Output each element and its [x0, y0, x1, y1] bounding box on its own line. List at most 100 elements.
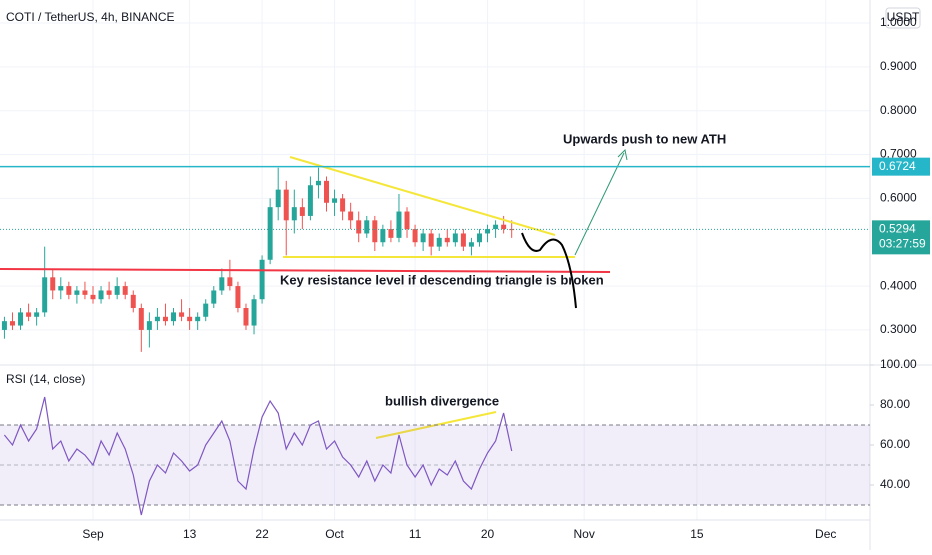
candle-body — [106, 290, 112, 295]
candle-body — [267, 207, 273, 260]
candle-body — [162, 316, 168, 322]
candle-body — [195, 316, 201, 322]
candle-body — [291, 207, 297, 221]
candle-body — [364, 220, 370, 234]
x-tick-label: 11 — [409, 527, 422, 541]
candle-body — [82, 290, 88, 295]
candle-body — [428, 233, 434, 247]
candle-body — [154, 316, 160, 322]
candle-body — [187, 316, 193, 322]
candle-body — [388, 229, 394, 238]
candle-body — [493, 224, 499, 230]
candle-body — [227, 277, 233, 287]
x-tick-label: Oct — [325, 527, 344, 541]
candle-body — [436, 237, 442, 247]
candle-body — [420, 233, 426, 243]
annotation: Upwards push to new ATH — [563, 131, 726, 146]
candle-body — [90, 294, 96, 300]
candle-body — [74, 290, 80, 295]
candle-body — [122, 286, 128, 295]
x-tick-label: 20 — [481, 527, 495, 541]
candle-body — [275, 189, 281, 208]
candle-body — [283, 189, 289, 221]
currency: USDT — [887, 10, 920, 24]
candle-body — [485, 229, 491, 234]
candle-body — [460, 233, 466, 247]
rsi-line — [3, 396, 513, 516]
y-tick-label: 60.00 — [880, 437, 910, 451]
candle-body — [251, 299, 257, 326]
y-tick-label: 0.4000 — [880, 278, 917, 292]
candle-body — [98, 290, 104, 300]
y-tick-label: 0.8000 — [880, 103, 917, 117]
candle-body — [18, 312, 24, 326]
grid — [0, 0, 870, 520]
candle-body — [324, 180, 330, 203]
candle-body — [203, 303, 209, 317]
last-price-box — [872, 220, 930, 255]
candle-body — [356, 220, 362, 234]
candle-body — [171, 312, 177, 322]
y-tick-label: 0.9000 — [880, 59, 917, 73]
candle-body — [130, 294, 136, 309]
projection-arrow — [574, 152, 625, 256]
arrow-head — [617, 148, 628, 161]
candle-body — [412, 229, 418, 243]
candle-body — [259, 259, 265, 300]
candle-body — [332, 198, 338, 203]
last-price: 0.5294 — [879, 222, 916, 236]
annotation: Key resistance level if descending trian… — [280, 272, 604, 287]
candle-body — [452, 233, 458, 243]
y-tick-label: 0.3000 — [880, 322, 917, 336]
candle-body — [299, 207, 305, 216]
candle-body — [9, 321, 15, 326]
x-tick-label: 13 — [183, 527, 197, 541]
annotation: bullish divergence — [385, 393, 499, 408]
candle-body — [501, 224, 507, 230]
candle-body — [66, 286, 72, 295]
candle-body — [26, 312, 32, 317]
triangle-upper — [289, 156, 556, 236]
y-tick-label: 0.7000 — [880, 147, 917, 161]
candle-body — [380, 229, 386, 243]
y-tick-label: 100.00 — [880, 357, 917, 371]
candle-body — [243, 308, 249, 326]
candle-body — [50, 277, 56, 291]
candle-body — [114, 286, 120, 295]
price-pane — [1, 167, 515, 352]
candle-body — [211, 290, 217, 304]
candle-body — [307, 185, 313, 216]
x-tick-label: Dec — [815, 527, 836, 541]
symbol-title: COTI / TetherUS, 4h, BINANCE — [6, 10, 175, 24]
price-label: 0.6724 — [879, 159, 916, 173]
candle-body — [179, 312, 185, 317]
y-tick-label: 40.00 — [880, 477, 910, 491]
x-tick-label: 15 — [690, 527, 704, 541]
candle-body — [58, 286, 64, 291]
candle-body — [219, 277, 225, 291]
indicator-title: RSI (14, close) — [6, 372, 85, 386]
candle-body — [42, 277, 48, 313]
candle-body — [396, 211, 402, 238]
candle-body — [468, 242, 474, 247]
candle-body — [235, 286, 241, 309]
x-tick-label: Sep — [82, 527, 104, 541]
resistance-line — [0, 268, 611, 273]
candle-body — [348, 211, 354, 221]
currency-box — [885, 7, 921, 29]
projection-curve — [521, 232, 577, 309]
candle-body — [372, 220, 378, 243]
candle-body — [404, 211, 410, 230]
candle-body — [476, 233, 482, 243]
candle-body — [146, 321, 152, 330]
candle-body — [340, 198, 346, 212]
candle-body — [1, 321, 7, 330]
y-tick-label: 1.0000 — [880, 15, 917, 29]
candle-body — [509, 229, 515, 231]
x-tick-label: Nov — [573, 527, 594, 541]
candle-body — [444, 237, 450, 243]
y-tick-label: 80.00 — [880, 397, 910, 411]
